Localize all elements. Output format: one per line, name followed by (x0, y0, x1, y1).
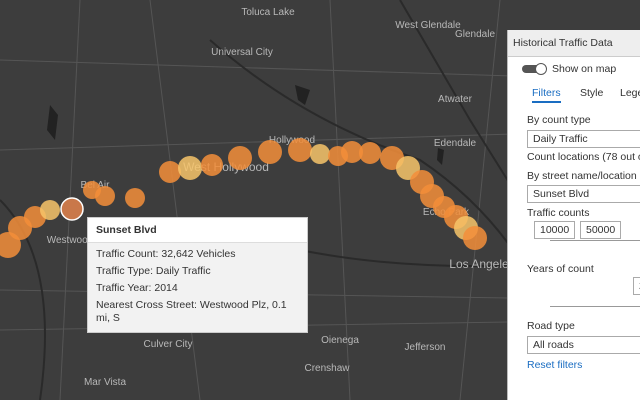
freeways (0, 0, 521, 400)
place-label: Oienega (321, 335, 359, 346)
traffic-points (0, 138, 487, 258)
traffic-point[interactable] (463, 226, 487, 250)
traffic-point[interactable] (310, 144, 330, 164)
traffic-point[interactable] (288, 138, 312, 162)
popup: Sunset Blvd Traffic Count: 32,642 Vehicl… (87, 217, 308, 333)
place-label: Jefferson (405, 342, 446, 353)
traffic-point[interactable] (228, 146, 252, 170)
tab[interactable]: Filters (532, 87, 561, 103)
toggle-label: Show on map (552, 63, 617, 75)
traffic-point[interactable] (258, 140, 282, 164)
slider[interactable] (550, 240, 640, 241)
panel-title: Historical Traffic Data (508, 30, 640, 57)
place-label: Crenshaw (304, 363, 350, 374)
selected-point[interactable] (60, 197, 84, 221)
place-label: Atwater (438, 94, 473, 105)
traffic-point[interactable] (125, 188, 145, 208)
traffic-point[interactable] (341, 141, 363, 163)
place-label: Los Angeles (449, 257, 514, 271)
traffic-point[interactable] (359, 142, 381, 164)
reset-link[interactable]: Reset filters (527, 359, 583, 371)
traffic-point[interactable] (83, 181, 101, 199)
tab[interactable]: Style (580, 87, 604, 99)
traffic-point[interactable] (40, 200, 60, 220)
field-label: Years of count (527, 263, 594, 275)
popup-line: Traffic Year: 2014 (96, 282, 178, 294)
slider[interactable] (550, 306, 640, 307)
reservoir (47, 105, 58, 140)
side-panel: Historical Traffic Data Show on map Filt… (507, 30, 640, 400)
range-min[interactable]: 10000 (534, 221, 576, 239)
traffic-point[interactable] (178, 156, 202, 180)
tab[interactable]: Legend (620, 87, 640, 99)
traffic-point[interactable] (201, 154, 223, 176)
range-max[interactable]: 50000 (580, 221, 622, 239)
year-input[interactable]: 2 (633, 277, 640, 295)
place-label: Glendale (455, 29, 495, 40)
reservoir (295, 85, 310, 105)
place-label: Toluca Lake (241, 7, 295, 18)
select[interactable]: Daily Traffic (527, 130, 640, 148)
toggle[interactable] (522, 63, 547, 75)
place-label: Westwood (47, 235, 94, 246)
place-label: Universal City (211, 47, 273, 58)
info-text: Count locations (78 out of (527, 151, 640, 163)
field-label: Road type (527, 320, 575, 332)
popup-line: Traffic Type: Daily Traffic (96, 265, 211, 277)
field-label: By count type (527, 114, 591, 126)
traffic-point[interactable] (159, 161, 181, 183)
select[interactable]: All roads (527, 336, 640, 354)
input[interactable]: Sunset Blvd (527, 185, 640, 203)
place-label: Hollywood (269, 135, 315, 146)
popup-title: Sunset Blvd (88, 218, 307, 243)
place-label: Mar Vista (84, 377, 126, 388)
reservoir (437, 148, 444, 165)
place-label: West Glendale (395, 20, 461, 31)
place-label: Culver City (144, 339, 193, 350)
field-label: By street name/location (527, 170, 637, 182)
place-label: Edendale (434, 138, 477, 149)
popup-line: Traffic Count: 32,642 Vehicles (96, 248, 236, 260)
field-label: Traffic counts (527, 207, 590, 219)
popup-line: Nearest Cross Street: Westwood Plz, 0.1 … (96, 299, 287, 324)
